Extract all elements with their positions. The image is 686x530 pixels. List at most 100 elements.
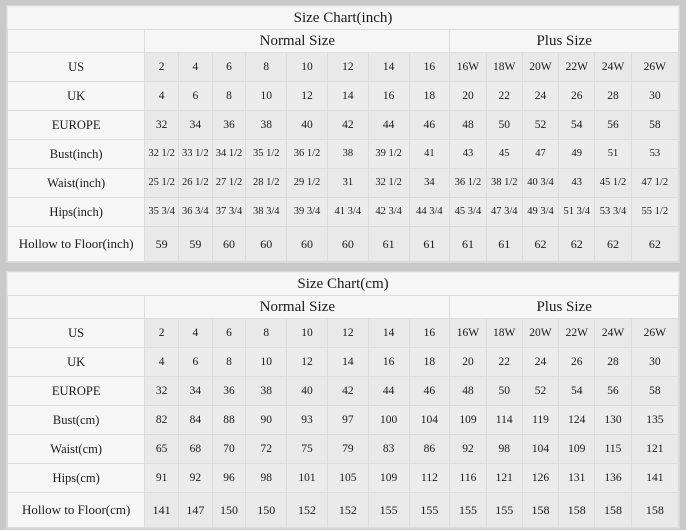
table-cell: 26 1/2 (177, 168, 213, 198)
row-label: Bust(inch) (6, 139, 146, 169)
group-header-plus-size: Plus Size (449, 295, 679, 319)
table-cell: 61 (367, 226, 410, 262)
table-cell: 6 (177, 81, 213, 111)
table-cell: 10 (286, 318, 328, 348)
table-cell: 60 (211, 226, 247, 262)
table-cell: 83 (367, 434, 410, 464)
table-cell: 82 (144, 405, 179, 435)
table-cell: 90 (245, 405, 288, 435)
table-cell: 58 (630, 110, 680, 140)
table-cell: 152 (326, 492, 369, 528)
table-cell: 4 (144, 347, 179, 377)
table-cell: 112 (408, 463, 451, 493)
table-cell: 35 1/2 (245, 139, 288, 169)
table-cell: 34 (408, 168, 451, 198)
table-cell: 16 (367, 81, 410, 111)
table-cell: 40 (286, 110, 328, 140)
table-cell: 30 (630, 347, 680, 377)
table-cell: 115 (594, 434, 632, 464)
table-cell: 100 (367, 405, 410, 435)
table-cell: 104 (408, 405, 451, 435)
table-cell: 24W (594, 318, 632, 348)
table-cell: 56 (594, 376, 632, 406)
table-cell: 109 (449, 405, 487, 435)
table-cell: 38 (326, 139, 369, 169)
table-cell: 155 (367, 492, 410, 528)
table-cell: 10 (286, 52, 328, 82)
table-cell: 41 (408, 139, 451, 169)
table-cell: 20W (521, 52, 560, 82)
table-cell: 91 (144, 463, 179, 493)
table-row: UK 4 6 8 10 12 14 16 18 20 22 24 26 28 30 (6, 81, 680, 111)
table-cell: 22W (558, 318, 596, 348)
table-cell: 28 (594, 347, 632, 377)
table-cell: 32 1/2 (367, 168, 410, 198)
table-cell: 32 1/2 (144, 139, 179, 169)
table-cell: 32 (144, 110, 179, 140)
table-cell: 8 (211, 347, 247, 377)
table-cell: 141 (144, 492, 179, 528)
group-header-normal-size: Normal Size (144, 295, 451, 319)
group-header-row: Normal Size Plus Size (6, 295, 679, 319)
table-cell: 141 (630, 463, 680, 493)
table-cell: 48 (449, 376, 487, 406)
table-row: Bust(cm) 82 84 88 90 93 97 100 104 109 114 119 124 13… (6, 405, 680, 435)
table-cell: 150 (245, 492, 288, 528)
table-cell: 155 (449, 492, 487, 528)
table-cell: 158 (594, 492, 632, 528)
group-header-spacer (6, 29, 146, 53)
row-label: UK (6, 81, 146, 111)
table-cell: 26W (630, 318, 680, 348)
table-cell: 55 1/2 (630, 197, 680, 227)
table-cell: 158 (558, 492, 596, 528)
group-header-spacer (6, 295, 146, 319)
table-cell: 22W (558, 52, 596, 82)
table-cell: 79 (326, 434, 369, 464)
table-cell: 155 (485, 492, 523, 528)
table-cell: 58 (630, 376, 680, 406)
table-cell: 36 1/2 (286, 139, 328, 169)
table-cell: 32 (144, 376, 179, 406)
table-cell: 150 (211, 492, 247, 528)
table-cell: 47 1/2 (630, 168, 680, 198)
table-row: Waist(cm) 65 68 70 72 75 79 83 86 92 98 104 109 115 12… (6, 434, 680, 464)
table-cell: 26W (630, 52, 680, 82)
table-row: Hollow to Floor(inch) 59 59 60 60 60 60 61 61 61 6… (6, 226, 680, 262)
table-cell: 12 (286, 347, 328, 377)
table-cell: 8 (211, 81, 247, 111)
table-cell: 62 (630, 226, 680, 262)
table-cell: 6 (211, 318, 247, 348)
chart-title: Size Chart(cm) (7, 272, 679, 296)
table-cell: 53 (630, 139, 680, 169)
table-cell: 44 (367, 110, 410, 140)
table-row: Hips(cm) 91 92 96 98 101 105 109 112 116 121 126 131… (6, 463, 680, 493)
group-header-normal-size: Normal Size (144, 29, 451, 53)
table-cell: 109 (558, 434, 596, 464)
table-cell: 45 (485, 139, 523, 169)
table-cell: 40 (286, 376, 328, 406)
table-cell: 27 1/2 (211, 168, 247, 198)
table-cell: 48 (449, 110, 487, 140)
table-cell: 14 (367, 318, 410, 348)
table-cell: 49 (558, 139, 596, 169)
table-cell: 119 (521, 405, 560, 435)
row-label: Hips(cm) (6, 463, 146, 493)
table-row: EUROPE 32 34 36 38 40 42 44 46 48 50 52 54 56 58 (6, 110, 680, 140)
table-cell: 44 (367, 376, 410, 406)
table-cell: 43 (449, 139, 487, 169)
row-label: Bust(cm) (6, 405, 146, 435)
table-cell: 37 3/4 (211, 197, 247, 227)
table-cell: 97 (326, 405, 369, 435)
table-cell: 6 (177, 347, 213, 377)
table-cell: 6 (211, 52, 247, 82)
chart-title-row: Size Chart(inch) (7, 6, 679, 30)
table-cell: 114 (485, 405, 523, 435)
size-chart-table: Size Chart(cm) Normal Size Plus Size US 2 4 6… (6, 272, 680, 528)
row-label: EUROPE (6, 110, 146, 140)
table-cell: 116 (449, 463, 487, 493)
table-cell: 104 (521, 434, 560, 464)
table-row: Waist(inch) 25 1/2 26 1/2 27 1/2 28 1/2 29 1/… (6, 168, 680, 198)
table-cell: 2 (144, 318, 179, 348)
table-row: UK 4 6 8 10 12 14 16 18 20 22 24 26 28 30 (6, 347, 680, 377)
table-cell: 12 (326, 318, 369, 348)
